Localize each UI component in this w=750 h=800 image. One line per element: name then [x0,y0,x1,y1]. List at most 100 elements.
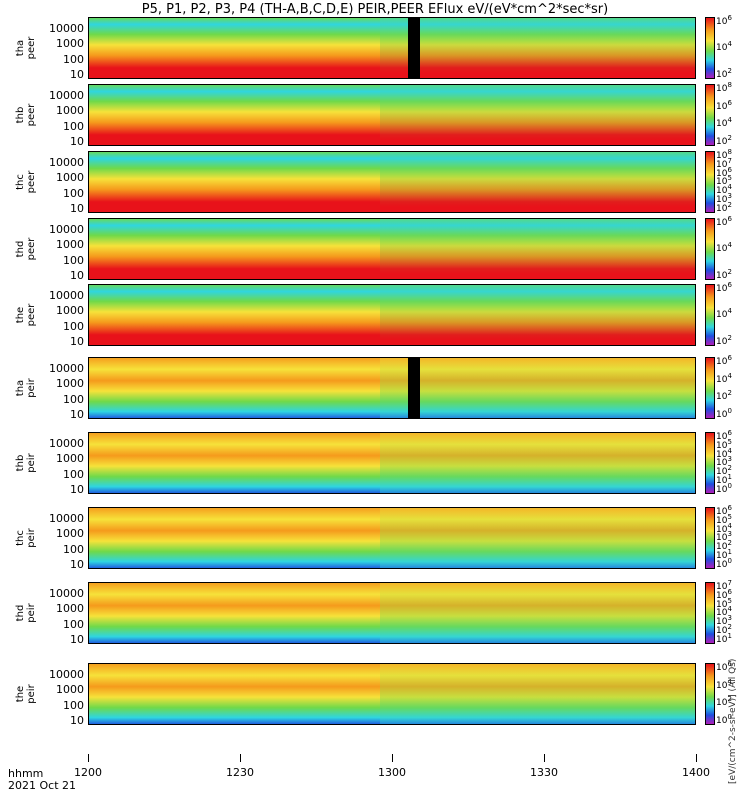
spectrogram-image [88,432,696,494]
y-tick-label: 1000 [56,377,84,391]
colorbar-tick-label: 106 [716,587,732,601]
y-tick-label: 100 [63,119,84,133]
colorbar-tick-label: 106 [716,354,732,368]
data-gap [407,17,420,79]
colorbar-tick-label: 105 [716,174,732,188]
spectrogram-region [379,17,696,79]
x-axis-label-hhmm: hhmm [8,767,44,780]
colorbar-tick-label: 102 [716,200,732,214]
y-tick-label: 10000 [49,155,84,169]
y-tick-label: 10000 [49,88,84,102]
panel-frame [88,432,696,494]
y-tick-label: 10 [70,68,84,82]
x-tick-mark [392,754,393,762]
y-tick-label: 100 [63,392,84,406]
spectrogram-panel [88,151,696,213]
colorbar [705,582,715,644]
x-tick-mark [88,754,89,762]
colorbar-tick-label: 106 [716,429,732,443]
spectrogram-image [88,17,696,79]
y-tick-label: 100 [63,52,84,66]
colorbar-tick-label: 107 [716,156,732,170]
colorbar-tick-label: 104 [716,40,732,54]
colorbar-tick-label: 103 [716,192,732,206]
colorbar-tick-label: 100 [716,556,732,570]
colorbar [705,151,715,213]
colorbar-tick-label: 107 [716,579,732,593]
spectrogram-image [88,582,696,644]
colorbar-tick-label: 100 [716,406,732,420]
panel-frame [88,357,696,419]
data-gap [407,357,420,419]
spectrogram-region [379,663,696,725]
spectrogram-panel [88,357,696,419]
spectrogram-image [88,507,696,569]
x-tick-label: 1200 [74,766,102,779]
colorbar-tick-label: 102 [716,66,732,80]
y-tick-label: 10 [70,269,84,283]
y-tick-label: 1000 [56,602,84,616]
colorbar-tick-label: 106 [716,14,732,28]
y-tick-label: 1000 [56,37,84,51]
y-tick-label: 10 [70,202,84,216]
colorbar-tick-label: 105 [716,437,732,451]
x-axis-label-date: 2021 Oct 21 [8,779,77,792]
panel-frame [88,151,696,213]
x-tick-label: 1230 [226,766,254,779]
colorbar-tick-label: 102 [716,464,732,478]
spectrogram-region [379,432,696,494]
colorbar-tick-label: 106 [716,215,732,229]
y-tick-label: 1000 [56,304,84,318]
colorbar [705,507,715,569]
colorbar-tick-label: 103 [716,530,732,544]
colorbar-tick-label: 103 [716,455,732,469]
y-tick-label: 100 [63,467,84,481]
colorbar [705,284,715,346]
y-tick-label: 1000 [56,104,84,118]
spectrogram-region [379,218,696,280]
colorbar-tick-label: 102 [716,267,732,281]
spectrogram-region [379,507,696,569]
spectrogram-panel [88,582,696,644]
colorbar-tick-label: 108 [716,81,732,95]
colorbar-tick-label: 100 [716,481,732,495]
colorbar-tick-label: 100 [716,712,732,726]
spectrogram-region [379,284,696,346]
panel-frame [88,663,696,725]
colorbar-tick-label: 104 [716,371,732,385]
colorbar-tick-label: 104 [716,307,732,321]
y-tick-label: 100 [63,542,84,556]
spectrogram-panel [88,507,696,569]
spectrogram-image [88,284,696,346]
colorbar [705,84,715,146]
panel-frame [88,17,696,79]
panel-frame [88,84,696,146]
colorbar [705,432,715,494]
colorbar-tick-label: 104 [716,521,732,535]
spectrogram-image [88,663,696,725]
spectrogram-panel [88,218,696,280]
colorbar [705,357,715,419]
y-tick-label: 10000 [49,511,84,525]
spectrogram-region [379,84,696,146]
y-tick-label: 100 [63,698,84,712]
spectrogram-image [88,357,696,419]
y-tick-label: 10000 [49,361,84,375]
y-tick-label: 10 [70,135,84,149]
colorbar-tick-label: 102 [716,133,732,147]
y-tick-label: 100 [63,617,84,631]
y-tick-label: 10000 [49,222,84,236]
colorbar-tick-label: 103 [716,614,732,628]
spectrogram-image [88,218,696,280]
x-tick-label: 1400 [682,766,710,779]
y-tick-label: 10 [70,633,84,647]
spectrogram-image [88,151,696,213]
y-tick-label: 1000 [56,683,84,697]
y-tick-label: 10000 [49,288,84,302]
panel-frame [88,507,696,569]
x-tick-mark [696,754,697,762]
panel-frame [88,582,696,644]
colorbar-tick-label: 101 [716,473,732,487]
colorbar-unit-label: [eV/(cm^2-s-sr-eV)] (All Qs) [728,658,738,784]
spectrogram-region [379,357,696,419]
